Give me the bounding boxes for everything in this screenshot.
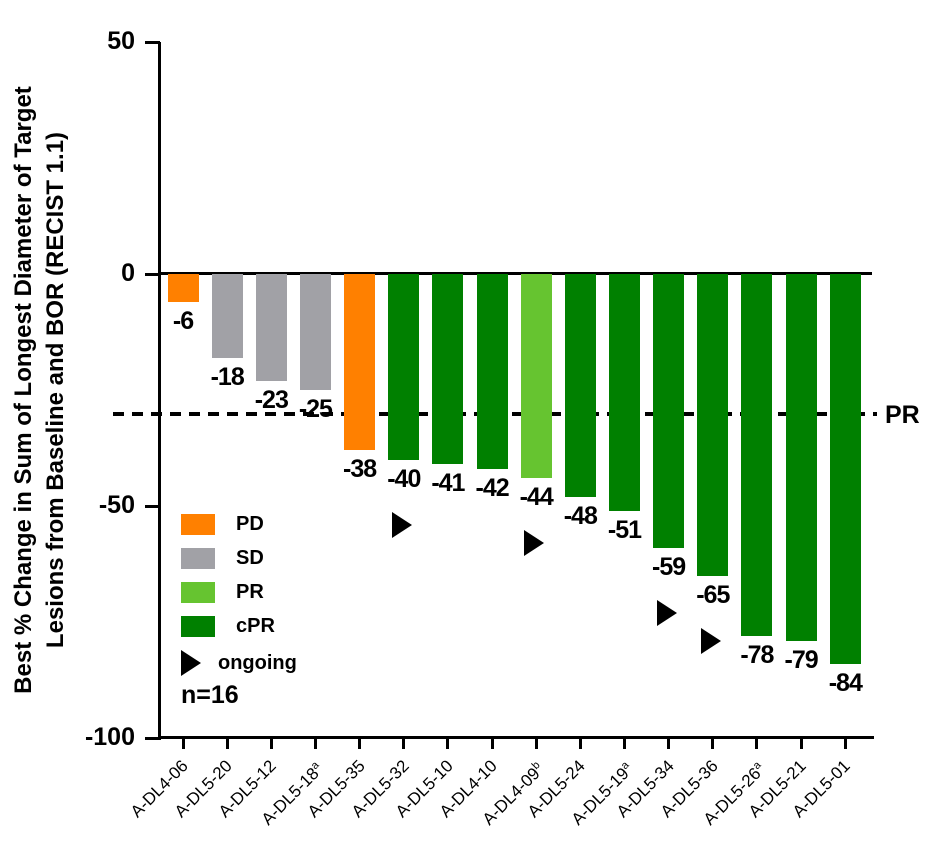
- legend-label: PR: [236, 581, 264, 603]
- y-tick: [145, 41, 160, 44]
- bar-value-label: -6: [172, 307, 194, 335]
- legend-item-pd: PD: [181, 513, 297, 535]
- x-tick: [843, 739, 847, 749]
- y-axis-line: [158, 42, 161, 740]
- x-axis-label-superscript: b: [529, 759, 543, 772]
- ongoing-arrow-icon: [181, 650, 201, 676]
- bar: [564, 274, 596, 497]
- x-tick: [799, 739, 803, 749]
- x-tick: [358, 739, 362, 749]
- legend-swatch-sd: [181, 548, 215, 569]
- y-tick: [145, 737, 160, 740]
- bar-value-label: -65: [696, 581, 730, 609]
- bar-value-label: -40: [387, 465, 421, 493]
- legend-swatch-pr: [181, 582, 215, 603]
- bar: [829, 274, 861, 664]
- x-tick: [446, 739, 450, 749]
- x-tick: [755, 739, 759, 749]
- y-tick: [145, 505, 160, 508]
- x-tick: [711, 739, 715, 749]
- legend-label: SD: [236, 547, 264, 569]
- bar: [432, 274, 464, 464]
- bar: [653, 274, 685, 548]
- x-tick: [402, 739, 406, 749]
- bar-value-label: -18: [210, 363, 245, 391]
- legend-item-sd: SD: [181, 547, 297, 569]
- x-tick: [667, 739, 671, 749]
- y-tick-label: 50: [107, 27, 135, 55]
- bar: [785, 274, 817, 641]
- bar-value-label: -23: [254, 386, 289, 414]
- x-tick: [269, 739, 273, 749]
- x-tick: [225, 739, 229, 749]
- bar-value-label: -42: [475, 474, 510, 502]
- bar-value-label: -44: [519, 483, 554, 511]
- bar-value-label: -41: [431, 469, 465, 497]
- bar: [167, 274, 199, 302]
- legend-item-cpr: cPR: [181, 615, 297, 637]
- bar-value-label: -48: [563, 502, 598, 530]
- ongoing-arrow: [700, 628, 721, 654]
- bar-value-label: -25: [298, 395, 333, 423]
- bar-value-label: -78: [740, 641, 774, 669]
- bar: [344, 274, 376, 450]
- ongoing-arrow: [656, 600, 677, 626]
- legend-swatch-pd: [181, 514, 215, 535]
- y-tick-label: -100: [84, 723, 135, 751]
- ongoing-arrow: [524, 530, 545, 556]
- bar: [255, 274, 287, 381]
- y-tick: [145, 273, 160, 276]
- sample-size-label: n=16: [181, 681, 239, 709]
- y-tick-label: 0: [121, 259, 135, 287]
- legend-label: ongoing: [218, 651, 297, 674]
- legend-item-pr: PR: [181, 581, 297, 603]
- threshold-label: PR: [885, 401, 920, 429]
- x-tick: [490, 739, 494, 749]
- zero-line: [160, 272, 872, 275]
- x-tick: [313, 739, 317, 749]
- legend-label: cPR: [236, 615, 275, 637]
- legend-swatch-cpr: [181, 616, 215, 637]
- bar: [520, 274, 552, 478]
- y-tick-label: -50: [98, 491, 135, 519]
- x-tick: [623, 739, 626, 749]
- x-axis-line: [158, 736, 874, 739]
- bar: [741, 274, 773, 636]
- bar-value-label: -59: [652, 553, 686, 581]
- x-axis-label-superscript: a: [618, 759, 632, 772]
- legend-item-ongoing: ongoing: [181, 650, 297, 676]
- bar: [388, 274, 420, 460]
- x-axis-label-superscript: a: [309, 759, 322, 772]
- bar-value-label: -84: [828, 669, 863, 697]
- bar: [609, 274, 640, 511]
- bar: [299, 274, 331, 390]
- bar: [697, 274, 729, 576]
- x-tick: [534, 739, 538, 749]
- legend-label: PD: [236, 513, 264, 535]
- bar-value-label: -38: [343, 455, 377, 483]
- bar: [211, 274, 243, 358]
- x-axis-label-superscript: a: [750, 759, 764, 772]
- bar-value-label: -51: [607, 516, 642, 544]
- ongoing-arrow: [391, 512, 412, 538]
- bar: [476, 274, 508, 469]
- legend: PD SD PR cPR ongoing: [181, 513, 297, 689]
- x-tick: [578, 739, 582, 749]
- x-tick: [181, 739, 185, 749]
- bar-value-label: -79: [784, 646, 819, 674]
